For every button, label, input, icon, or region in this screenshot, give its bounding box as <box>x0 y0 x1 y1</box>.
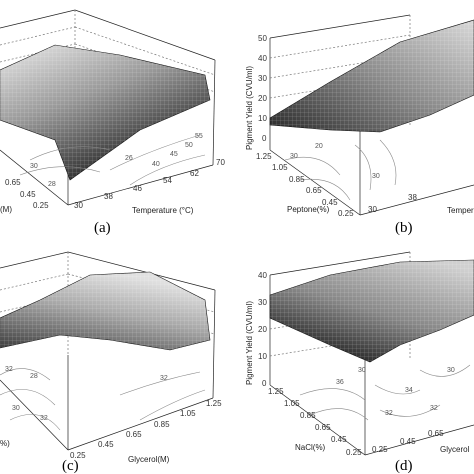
panel-c-x-tick: 0.45 <box>98 440 114 449</box>
panel-c-x-tick: 1.25 <box>206 399 222 408</box>
panel-b-z-tick: 50 <box>258 34 267 43</box>
panel-a-contour-label: 26 <box>125 155 133 162</box>
panel-d-x-label: Glycerol <box>440 445 470 454</box>
panel-b-x-label: Temper <box>447 206 474 215</box>
panel-d-contour-label: 30 <box>447 367 455 374</box>
panel-d-y-tick: 0.45 <box>331 435 347 444</box>
panel-b-z-tick: 20 <box>258 94 267 103</box>
panel-b-y-tick: 0.65 <box>306 186 322 195</box>
panel-c-contour-label: 30 <box>12 405 20 412</box>
panel-a-label: (a) <box>94 220 111 236</box>
panel-d-z-tick: 30 <box>258 298 267 307</box>
panel-d-y-label: NaCl(%) <box>295 443 326 452</box>
panel-b-label: (b) <box>395 220 413 236</box>
panel-a-back-contour-label: 40 <box>152 161 160 168</box>
panel-a-y-label: (M) <box>0 205 12 214</box>
panel-a-contour-label: 28 <box>48 181 56 188</box>
panel-d-y-tick: 1.25 <box>268 387 284 396</box>
panel-b-y-tick: 1.05 <box>272 163 288 172</box>
panel-a-x-tick: 46 <box>133 184 142 193</box>
panel-d: 36 30 34 32 32 30 40 30 20 10 0 Pigment … <box>245 251 474 474</box>
panel-d-contour-label: 32 <box>430 405 438 412</box>
panel-d-x-tick: 0.45 <box>400 437 416 446</box>
panel-c-x-label: Glycerol(M) <box>128 455 170 464</box>
panel-b-z-tick: 10 <box>258 114 267 123</box>
panel-a-contour-label: 30 <box>30 163 38 170</box>
panel-a-y-tick: 0.45 <box>20 190 36 199</box>
panel-b-y-label: Peptone(%) <box>287 205 330 214</box>
panel-d-contour-label: 36 <box>336 379 344 386</box>
panel-c-contours <box>0 368 206 431</box>
panel-b-x-tick: 30 <box>368 205 377 214</box>
panel-d-label: (d) <box>395 458 413 474</box>
panel-c-contour-label: 32 <box>40 415 48 422</box>
panel-d-y-tick: 0.85 <box>300 411 316 420</box>
panel-a-back-contour-label: 55 <box>195 133 203 140</box>
panel-d-y-tick: 0.65 <box>315 423 331 432</box>
panel-a-x-tick: 62 <box>190 169 199 178</box>
panel-a: 30 28 26 40 45 50 55 0.65 0.45 0.25 (M) … <box>0 9 225 236</box>
panel-b-z-tick: 40 <box>258 54 267 63</box>
panel-b-y-tick: 0.25 <box>338 209 354 218</box>
panel-d-x-tick: 0.25 <box>372 445 388 454</box>
panel-b-y-tick: 1.25 <box>256 152 272 161</box>
panel-d-z-tick: 20 <box>258 325 267 334</box>
panel-b-z-tick: 30 <box>258 74 267 83</box>
panel-d-contour-label: 32 <box>385 410 393 417</box>
panel-a-x-tick: 30 <box>74 201 83 210</box>
panel-a-x-tick: 70 <box>216 158 225 167</box>
panel-d-z-tick: 0 <box>262 379 267 388</box>
panel-c-y-label: %) <box>0 439 10 448</box>
panel-c: 32 28 30 32 32 %) 0.25 0.45 0.65 0.85 1.… <box>0 251 222 474</box>
panel-d-x-tick: 0.65 <box>428 429 444 438</box>
panel-b-y-tick: 0.45 <box>322 198 338 207</box>
panel-b-contour-label: 20 <box>315 143 323 150</box>
panel-c-contour-label: 32 <box>160 375 168 382</box>
panel-d-z-tick: 10 <box>258 352 267 361</box>
panel-d-y-tick: 1.05 <box>284 399 300 408</box>
panel-a-x-tick: 38 <box>104 192 113 201</box>
panel-b: 30 20 30 50 40 30 20 10 0 Pigment Yield … <box>245 14 474 236</box>
panel-a-x-tick: 54 <box>163 176 172 185</box>
panel-a-y-tick: 0.25 <box>33 201 49 210</box>
panel-a-x-label: Temperature (°C) <box>132 206 194 215</box>
panel-c-contour-label: 28 <box>30 373 38 380</box>
panel-c-x-tick: 1.05 <box>180 409 196 418</box>
panel-c-label: (c) <box>62 458 79 474</box>
panel-d-contour-label: 34 <box>405 387 413 394</box>
panel-b-contour-label: 30 <box>372 173 380 180</box>
panel-c-contour-label: 32 <box>5 366 13 373</box>
panel-b-z-tick: 0 <box>262 134 267 143</box>
panel-d-z-label: Pigment Yield (CVU/ml) <box>245 301 254 385</box>
panel-a-y-tick: 0.65 <box>5 178 21 187</box>
panel-d-contour-label: 30 <box>358 367 366 374</box>
panel-b-x-tick: 38 <box>408 193 417 202</box>
panel-d-contours <box>299 364 471 421</box>
panel-c-x-tick: 0.65 <box>126 430 142 439</box>
panel-c-x-tick: 0.25 <box>70 451 86 460</box>
panel-a-back-contour-label: 50 <box>185 142 193 149</box>
panel-a-back-contour-label: 45 <box>170 151 178 158</box>
panel-b-contour-label: 30 <box>290 153 298 160</box>
panel-a-contours <box>19 134 206 186</box>
panel-c-x-tick: 0.85 <box>154 420 170 429</box>
panel-d-y-tick: 0.25 <box>346 448 362 457</box>
panel-d-z-tick: 40 <box>258 271 267 280</box>
panel-b-y-tick: 0.85 <box>289 175 305 184</box>
panel-b-z-label: Pigment Yield (CVU/ml) <box>245 66 254 150</box>
panel-b-contours <box>284 139 397 201</box>
